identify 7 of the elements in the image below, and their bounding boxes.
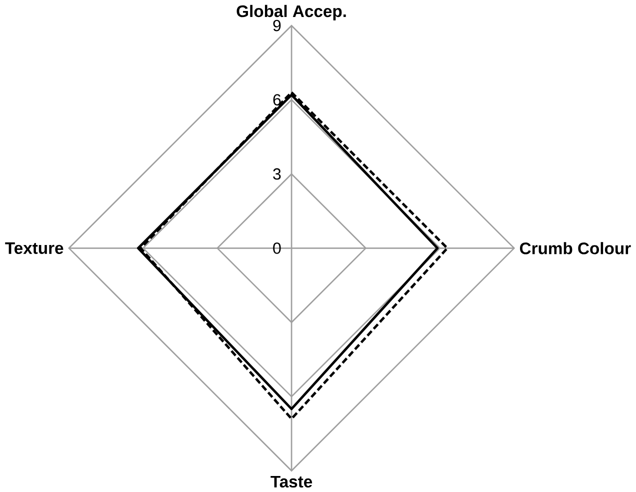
spoke-label: Texture bbox=[5, 242, 64, 254]
y-tick-label: 9 bbox=[273, 20, 281, 32]
spoke-label: Taste bbox=[270, 476, 312, 488]
spoke-label: Global Accep. bbox=[236, 4, 346, 20]
y-tick-label: 0 bbox=[273, 242, 281, 254]
y-tick-label: 3 bbox=[273, 168, 281, 180]
spoke-label: Crumb Colour bbox=[520, 242, 631, 254]
